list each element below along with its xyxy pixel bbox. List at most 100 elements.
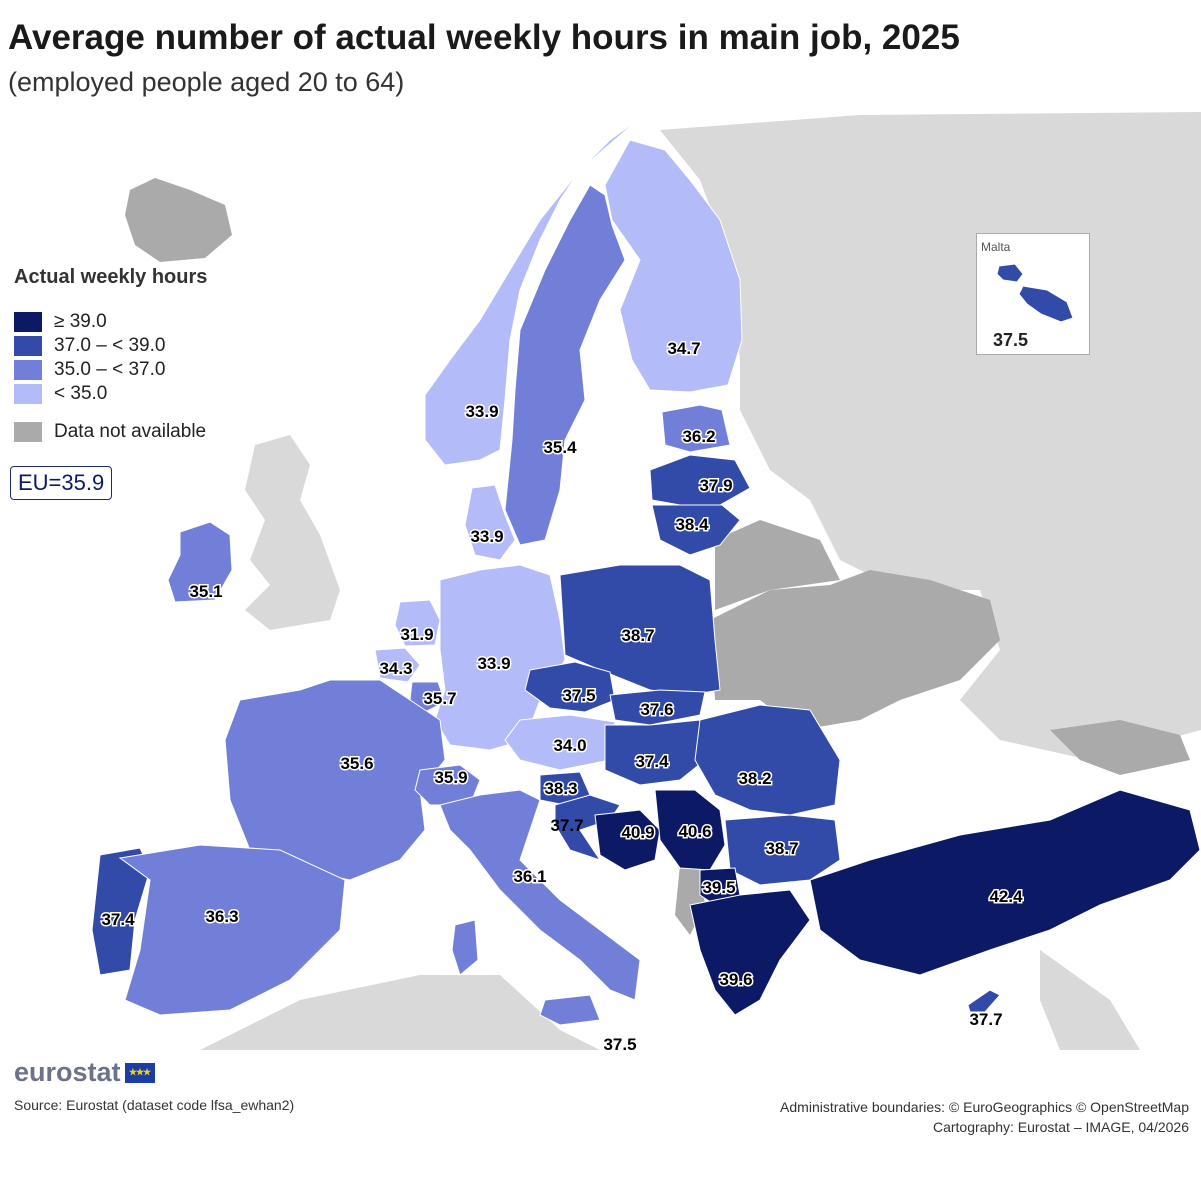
region-poland [559,564,721,696]
value-label-slovakia: 37.6 [640,700,673,719]
eurostat-logo-text: eurostat [14,1057,121,1087]
value-label-spain: 36.3 [205,907,238,926]
eu-flag-icon: ★★★ [124,1062,155,1083]
malta-inset: Malta 37.5 [976,233,1090,355]
credits-note: Administrative boundaries: © EuroGeograp… [780,1097,1189,1137]
value-label-north-macedonia: 39.5 [702,878,735,897]
value-label-denmark: 33.9 [470,527,503,546]
region-estonia [661,404,731,453]
value-label-germany: 33.9 [477,654,510,673]
legend-label: < 35.0 [54,383,108,404]
region-ireland [167,521,233,603]
region-croatia [554,794,621,861]
region-portugal [91,847,151,976]
value-label-serbia: 40.6 [678,822,711,841]
land-middle-east [1040,950,1140,1050]
value-label-lithuania: 38.4 [675,515,709,534]
value-label-bulgaria: 38.7 [765,839,798,858]
legend-no-data: Data not available [14,421,206,443]
value-label-netherlands: 31.9 [400,625,433,644]
value-label-france: 35.6 [340,754,373,773]
value-label-hungary: 37.4 [635,752,669,771]
value-label-finland: 34.7 [667,339,700,358]
value-label-ireland: 35.1 [189,582,222,601]
region-denmark [464,484,516,561]
region-italy [439,789,641,1001]
value-label-poland: 38.7 [621,626,654,645]
map-title: Average number of actual weekly hours in… [8,18,960,57]
credits-cartography: Cartography: Eurostat – IMAGE, 04/2026 [932,1119,1189,1135]
value-label-italy: 36.1 [513,867,546,886]
legend-label: 35.0 – < 37.0 [54,359,166,380]
land-caucasus [1050,720,1190,775]
region-t-rkiye [809,789,1201,976]
legend-item: ≥ 39.0 [14,310,165,334]
region-cyprus [967,989,1001,1013]
value-label-greece: 39.6 [719,970,752,989]
region-greece [689,889,811,1016]
land-north-africa [200,975,600,1050]
eu-average-badge: EU=35.9 [10,466,113,500]
region-slovakia [609,689,706,726]
legend-label: ≥ 39.0 [54,311,107,332]
value-label-austria: 34.0 [553,736,586,755]
region-finland [604,139,743,393]
region-luxembourg [409,681,446,713]
value-label-cyprus: 37.7 [969,1010,1002,1029]
value-label-norway: 33.9 [465,402,498,421]
map-subtitle: (employed people aged 20 to 64) [8,67,405,97]
value-label-slovenia: 38.3 [544,779,577,798]
value-label-czechia: 37.5 [562,686,595,705]
region-belgium [374,647,421,683]
value-label-portugal: 37.4 [101,910,135,929]
source-note: Source: Eurostat (dataset code lfsa_ewha… [14,1097,295,1113]
legend-swatch [14,360,42,380]
value-label-romania: 38.2 [738,769,771,788]
legend-swatch [14,336,42,356]
legend-no-data-label: Data not available [54,421,207,442]
legend: ≥ 39.0 37.0 – < 39.0 35.0 – < 37.0 < 35.… [14,310,165,406]
land-uk [245,435,340,630]
legend-swatch-no-data [14,422,42,442]
land-ukraine [710,570,1000,730]
value-label-sweden: 35.4 [543,438,577,457]
value-label-latvia: 37.9 [699,476,732,495]
legend-item: 35.0 – < 37.0 [14,358,165,382]
malta-shape [996,263,1074,323]
region-spain [118,844,346,1016]
region-lithuania [651,504,741,556]
region-latvia [649,454,751,506]
legend-swatch [14,312,42,332]
malta-inset-value: 37.5 [993,330,1029,350]
eurostat-logo: eurostat ★★★ [14,1057,155,1088]
region-austria [504,714,616,771]
region-serbia [654,789,726,871]
legend-title: Actual weekly hours [14,266,208,288]
land-iceland [125,178,232,262]
value-label-switzerland: 35.9 [434,768,467,787]
region-romania [694,704,841,816]
credits-boundaries: Administrative boundaries: © EuroGeograp… [780,1099,1189,1115]
region-france [224,679,446,881]
value-label-bosnia-and-herzegovina: 40.9 [621,823,654,842]
region-netherlands [394,599,441,647]
region-hungary [604,719,706,786]
land-belarus [715,520,840,610]
value-label-estonia: 36.2 [682,427,715,446]
legend-label: 37.0 – < 39.0 [54,335,166,356]
legend-item: 37.0 – < 39.0 [14,334,165,358]
value-label-t-rkiye: 42.4 [989,887,1023,906]
region-czechia [524,661,616,713]
malta-inset-label: Malta [981,240,1011,254]
value-label-luxembourg: 35.7 [423,689,456,708]
non-eu-nodata [125,178,1190,935]
legend-swatch [14,384,42,404]
region-sweden [504,184,626,546]
value-label-belgium: 34.3 [379,659,412,678]
region-bosnia-and-herzegovina [594,809,661,871]
region-norway [424,117,641,466]
legend-item: < 35.0 [14,382,165,406]
region-sardinia [451,919,479,976]
value-label-malta: 37.5 [603,1035,636,1054]
region-sicily [539,994,601,1026]
